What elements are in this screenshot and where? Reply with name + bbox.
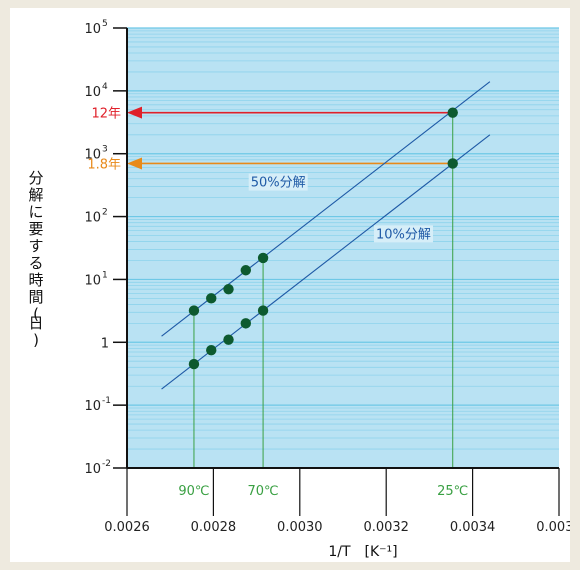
y-axis-label-char: す [28,237,43,255]
y-tick-label: 10 [84,399,101,414]
y-tick-exponent: -2 [102,459,111,469]
arrow-label: 12年 [91,107,121,122]
x-axis-label: 1/T [K⁻¹] [328,544,397,560]
y-tick-label: 10 [84,273,101,288]
y-tick-base: 10 [84,273,101,288]
chart-container: 12年 1.8年 10 -2 10 -1 1 10 1 10 2 10 3 10 4 10 5 0.0026 0.… [10,8,570,562]
series-label-bg [248,173,308,191]
y-tick-exponent: 3 [102,145,108,155]
arrow-label: 1.8年 [87,157,121,172]
data-point [447,107,458,118]
y-axis-label-char: 時 [28,271,43,289]
x-tick-label: 0.0034 [450,520,496,535]
y-tick-base: 1 [101,336,109,351]
grid-lines [127,27,559,469]
series-label-bg [373,225,433,243]
x-tick-label: 0.0030 [277,520,323,535]
y-axis-label-char: 間 [28,288,43,306]
y-axis-label-char: に [28,203,43,221]
data-point [240,265,251,276]
y-axis-label-char: 要 [28,220,43,238]
x-tick-label: 0.0028 [191,520,237,535]
y-tick-label: 10 [84,462,101,477]
y-axis-label-char: る [28,254,43,272]
temperature-label: 90℃ [178,484,209,499]
y-tick-label: 10 [84,22,101,37]
temperature-label: 70℃ [248,484,279,499]
data-point [206,293,217,304]
y-tick-exponent: 5 [102,19,108,29]
fit-lines [161,81,491,390]
data-point [257,305,269,316]
series-label: 50%分解 [251,176,306,191]
x-tick-label: 0.0026 [104,520,150,535]
y-axis-label-char: 解 [28,186,43,204]
data-points [188,107,458,370]
arrow-annotations: 12年 1.8年 [87,106,453,172]
fit-line [161,134,491,390]
fit-line [161,81,491,337]
data-point [223,334,234,345]
data-point [257,252,269,264]
temperature-guides [193,112,454,468]
y-tick-exponent: 1 [102,270,108,280]
y-axis-label-char: 日 [28,314,43,332]
data-point [447,158,458,169]
y-tick-label: 1 [101,336,109,351]
y-axis-label-char: ) [33,331,39,349]
y-tick-exponent: 2 [102,208,108,218]
y-axis-label-char: 分 [28,169,43,187]
x-tick-label: 0.0032 [363,520,409,535]
y-tick-base: 10 [84,399,101,414]
y-tick-base: 10 [84,148,101,163]
data-point [188,358,200,370]
data-point [206,344,217,356]
data-point [240,318,251,329]
arrow-head-icon [127,106,142,119]
y-tick-exponent: 4 [102,82,108,92]
y-tick-base: 10 [84,462,101,477]
data-point [223,283,234,295]
x-tick-label: 0.0036 [536,520,570,535]
y-tick-base: 10 [84,22,101,37]
y-tick-exponent: -1 [102,396,111,406]
series-label: 10%分解 [376,227,431,242]
y-tick-base: 10 [84,211,101,226]
y-axis-label-char: ( [33,305,39,323]
y-tick-label: 10 [84,85,101,100]
y-tick-base: 10 [84,85,101,100]
y-tick-label: 10 [84,211,101,226]
arrow-head-icon [127,157,142,170]
data-point [188,305,200,316]
y-tick-label: 10 [84,148,101,163]
temperature-label: 25℃ [437,484,468,499]
